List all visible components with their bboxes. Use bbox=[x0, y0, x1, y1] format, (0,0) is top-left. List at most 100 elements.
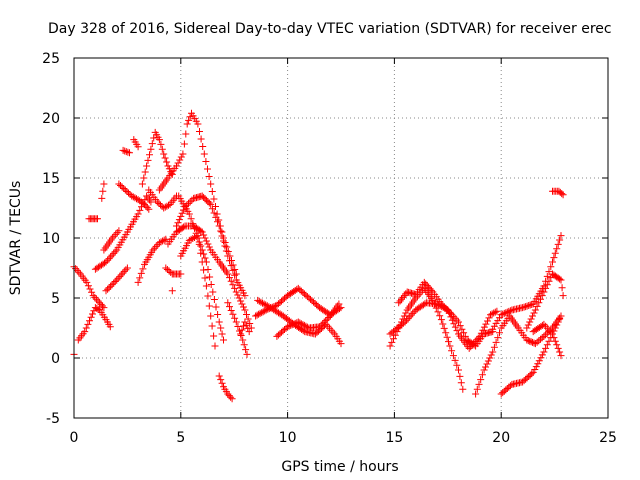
data-point-marker bbox=[197, 135, 205, 143]
series-arc-21 bbox=[168, 287, 176, 295]
data-point-marker bbox=[288, 321, 296, 329]
data-point-marker bbox=[161, 203, 169, 211]
data-point-marker bbox=[107, 282, 115, 290]
data-point-marker bbox=[234, 291, 242, 299]
series-arc-13 bbox=[138, 128, 176, 188]
data-point-marker bbox=[480, 366, 488, 374]
data-point-marker bbox=[237, 330, 245, 338]
data-point-marker bbox=[227, 277, 235, 285]
data-point-marker bbox=[96, 299, 104, 307]
series-arc-12 bbox=[134, 235, 170, 286]
data-point-marker bbox=[484, 317, 491, 325]
data-point-marker bbox=[209, 288, 217, 296]
data-point-marker bbox=[208, 322, 216, 330]
data-point-marker bbox=[126, 149, 133, 157]
data-point-marker bbox=[244, 324, 252, 332]
data-point-marker bbox=[148, 140, 156, 148]
data-point-marker bbox=[176, 156, 184, 164]
data-point-marker bbox=[253, 311, 261, 319]
series-arc-01 bbox=[70, 263, 108, 312]
data-point-marker bbox=[550, 327, 558, 335]
data-point-marker bbox=[499, 310, 507, 318]
series-arc-15 bbox=[155, 109, 240, 278]
data-point-marker bbox=[180, 140, 188, 148]
data-point-marker bbox=[261, 307, 269, 315]
data-point-marker bbox=[554, 240, 562, 248]
data-point-marker bbox=[92, 295, 100, 303]
data-point-marker bbox=[115, 227, 123, 235]
data-point-marker bbox=[527, 315, 535, 323]
data-point-marker bbox=[214, 311, 222, 318]
data-point-marker bbox=[238, 300, 246, 308]
data-point-marker bbox=[163, 202, 171, 210]
data-point-marker bbox=[294, 318, 302, 326]
data-point-marker bbox=[231, 314, 239, 322]
data-point-marker bbox=[319, 320, 327, 328]
data-point-marker bbox=[129, 193, 137, 201]
data-point-marker bbox=[296, 319, 304, 327]
data-point-marker bbox=[198, 258, 206, 266]
data-point-marker bbox=[122, 266, 130, 274]
data-point-marker bbox=[445, 338, 452, 346]
data-point-marker bbox=[201, 274, 209, 282]
data-point-marker bbox=[299, 327, 307, 335]
y-tick-label: 5 bbox=[51, 291, 60, 307]
data-point-marker bbox=[108, 281, 116, 289]
x-tick-label: 0 bbox=[70, 430, 79, 446]
data-point-marker bbox=[437, 316, 445, 324]
data-point-marker bbox=[403, 316, 411, 324]
data-point-marker bbox=[114, 274, 122, 282]
data-point-marker bbox=[110, 279, 118, 287]
data-point-marker bbox=[542, 331, 550, 339]
series-arc-34 bbox=[523, 270, 567, 332]
data-point-marker bbox=[138, 180, 146, 188]
data-point-marker bbox=[543, 341, 551, 349]
data-point-marker bbox=[226, 303, 233, 311]
data-point-marker bbox=[197, 227, 205, 235]
data-point-marker bbox=[553, 321, 561, 329]
data-point-marker bbox=[530, 309, 538, 317]
data-point-marker bbox=[427, 286, 435, 294]
data-point-marker bbox=[217, 376, 225, 384]
data-point-marker bbox=[258, 309, 266, 317]
data-point-marker bbox=[439, 303, 447, 311]
chart-title: Day 328 of 2016, Sidereal Day-to-day VTE… bbox=[48, 21, 612, 37]
data-point-marker bbox=[390, 335, 397, 343]
data-point-marker bbox=[540, 348, 548, 356]
data-point-marker bbox=[262, 301, 270, 309]
data-point-marker bbox=[252, 312, 260, 320]
data-point-marker bbox=[436, 302, 444, 310]
data-point-marker bbox=[421, 300, 429, 308]
data-point-marker bbox=[451, 356, 459, 364]
series-arc-16 bbox=[173, 192, 249, 300]
data-point-marker bbox=[87, 313, 95, 321]
data-point-marker bbox=[556, 236, 564, 244]
data-point-marker bbox=[538, 321, 546, 329]
data-point-marker bbox=[178, 209, 186, 217]
data-point-marker bbox=[123, 188, 131, 195]
y-tick-label: 15 bbox=[42, 171, 60, 187]
data-point-marker bbox=[491, 308, 499, 316]
data-point-marker bbox=[225, 392, 233, 400]
data-point-marker bbox=[217, 324, 225, 332]
data-point-marker bbox=[300, 321, 308, 329]
data-point-marker bbox=[201, 254, 209, 262]
data-point-marker bbox=[210, 195, 218, 203]
data-point-marker bbox=[111, 248, 119, 256]
data-point-marker bbox=[152, 242, 160, 250]
data-point-marker bbox=[121, 186, 129, 194]
data-point-marker bbox=[210, 209, 218, 217]
data-point-marker bbox=[98, 194, 106, 202]
series-arc-22 bbox=[215, 372, 236, 403]
series-arc-10 bbox=[130, 136, 142, 151]
data-point-marker bbox=[215, 318, 223, 326]
data-point-marker bbox=[531, 340, 539, 348]
data-point-marker bbox=[439, 320, 447, 328]
data-point-marker bbox=[199, 143, 207, 150]
data-point-marker bbox=[81, 328, 89, 336]
data-point-marker bbox=[453, 327, 461, 335]
series-arc-27 bbox=[273, 300, 343, 340]
data-point-marker bbox=[160, 150, 168, 158]
data-point-marker bbox=[105, 284, 113, 292]
data-point-marker bbox=[113, 276, 121, 284]
